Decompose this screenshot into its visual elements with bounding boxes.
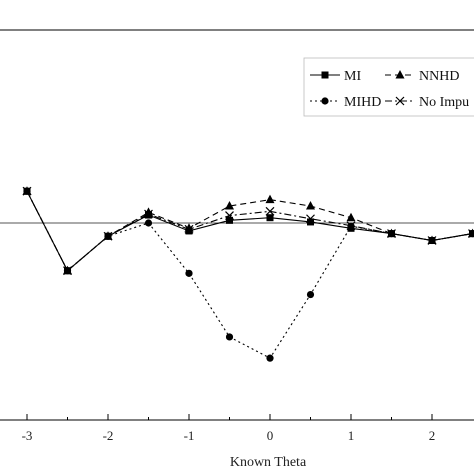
data-point-nnhd xyxy=(144,207,153,216)
series-lines xyxy=(26,190,473,359)
data-point-no-imputation xyxy=(184,224,194,234)
data-point-nnhd xyxy=(225,201,234,210)
data-point-nnhd xyxy=(306,201,315,210)
legend-marker-mi xyxy=(321,71,329,79)
x-tick-label: -3 xyxy=(22,428,33,443)
x-marker-stroke xyxy=(184,224,194,234)
series-markers xyxy=(22,186,474,362)
x-tick-label: 1 xyxy=(348,428,355,443)
x-marker-stroke xyxy=(265,206,275,216)
series-line-mihd xyxy=(26,190,473,359)
data-point-no-imputation xyxy=(265,206,275,216)
data-point-mi xyxy=(307,218,314,226)
x-axis-title: Known Theta xyxy=(230,455,307,470)
legend-marker-no-imputation xyxy=(395,96,405,106)
x-tick-label: 2 xyxy=(429,428,436,443)
data-point-mi xyxy=(266,214,274,222)
data-point-no-imputation xyxy=(22,186,32,196)
data-point-nnhd xyxy=(346,212,356,222)
data-point-nnhd xyxy=(184,223,194,232)
data-point-nnhd xyxy=(265,194,275,204)
legend-label-mi: MI xyxy=(344,69,361,84)
x-marker-stroke xyxy=(63,266,72,276)
legend-marker-mihd xyxy=(321,97,329,105)
x-marker-stroke xyxy=(306,214,315,224)
legend-label-no-imputation: No Impu xyxy=(419,95,469,110)
legend: MI NNHD MIHD No Impu xyxy=(303,57,474,117)
data-point-no-imputation xyxy=(103,231,113,241)
x-marker-stroke xyxy=(427,236,437,245)
data-point-no-imputation xyxy=(346,221,356,231)
data-point-no-imputation xyxy=(225,211,234,221)
legend-label-nnhd: NNHD xyxy=(419,69,459,84)
data-point-mihd xyxy=(225,333,234,341)
data-point-mi xyxy=(226,216,233,224)
x-marker-stroke xyxy=(144,209,153,219)
x-marker-stroke xyxy=(387,229,396,239)
x-marker-stroke xyxy=(346,221,356,231)
data-point-mihd xyxy=(266,354,274,362)
data-point-no-imputation xyxy=(144,209,153,219)
data-point-mihd xyxy=(144,219,153,227)
x-marker-stroke xyxy=(468,231,474,239)
series-line-nnhd xyxy=(26,190,473,272)
data-point-no-imputation xyxy=(468,229,474,239)
x-tick-label: 0 xyxy=(267,428,274,443)
data-point-no-imputation xyxy=(306,214,315,224)
x-marker-stroke xyxy=(395,96,405,106)
plot-frame xyxy=(0,29,474,421)
series-line-no-imputation xyxy=(26,190,473,272)
data-point-no-imputation xyxy=(63,266,72,276)
data-point-no-imputation xyxy=(427,236,437,245)
x-axis-ticks: -3 -2 -1 0 1 2 xyxy=(22,414,436,443)
x-marker-stroke xyxy=(103,231,113,241)
data-point-mihd xyxy=(185,269,193,277)
series-line-mi xyxy=(26,190,473,272)
data-point-mihd xyxy=(306,290,315,299)
legend-marker-nnhd xyxy=(395,70,405,79)
x-marker-stroke xyxy=(225,211,234,221)
x-tick-label: -1 xyxy=(184,428,195,443)
legend-label-mihd: MIHD xyxy=(344,95,381,110)
legend-box xyxy=(303,57,474,117)
data-point-no-imputation xyxy=(387,229,396,239)
x-marker-stroke xyxy=(22,186,32,196)
x-tick-label: -2 xyxy=(103,428,114,443)
